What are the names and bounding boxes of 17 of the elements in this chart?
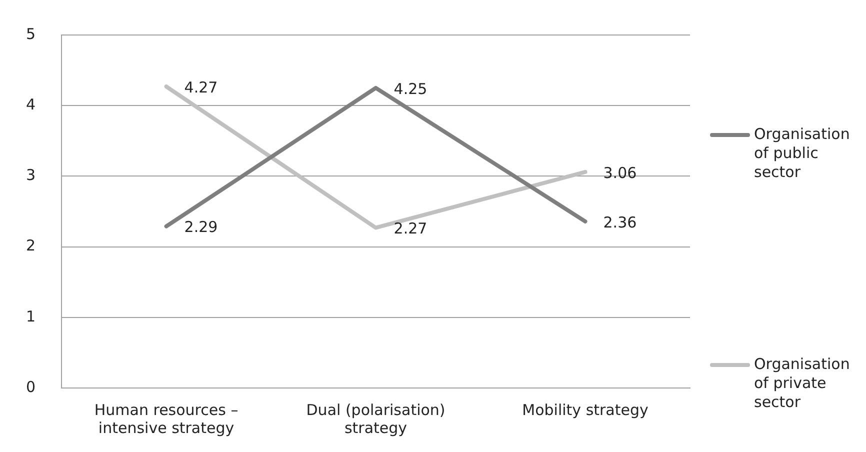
y-tick-label: 0 — [26, 378, 36, 396]
data-label: 2.29 — [184, 218, 218, 236]
y-tick-label: 2 — [26, 236, 36, 255]
y-tick-label: 5 — [26, 24, 36, 43]
y-tick-label: 1 — [26, 307, 36, 326]
legend-label: Organisation of public sector — [754, 125, 851, 182]
x-tick-label: Human resources – intensive strategy — [94, 400, 238, 437]
legend-label: Organisation of private sector — [754, 355, 851, 412]
y-tick-label: 3 — [26, 166, 36, 184]
x-tick-label: Mobility strategy — [522, 400, 648, 419]
data-label: 4.27 — [184, 78, 218, 96]
data-label: 2.27 — [394, 220, 428, 238]
y-tick-label: 4 — [26, 95, 36, 114]
x-tick-label: Dual (polarisation) strategy — [306, 400, 446, 437]
data-label: 2.36 — [603, 213, 637, 232]
data-label: 3.06 — [603, 164, 637, 182]
data-label: 4.25 — [394, 80, 428, 98]
